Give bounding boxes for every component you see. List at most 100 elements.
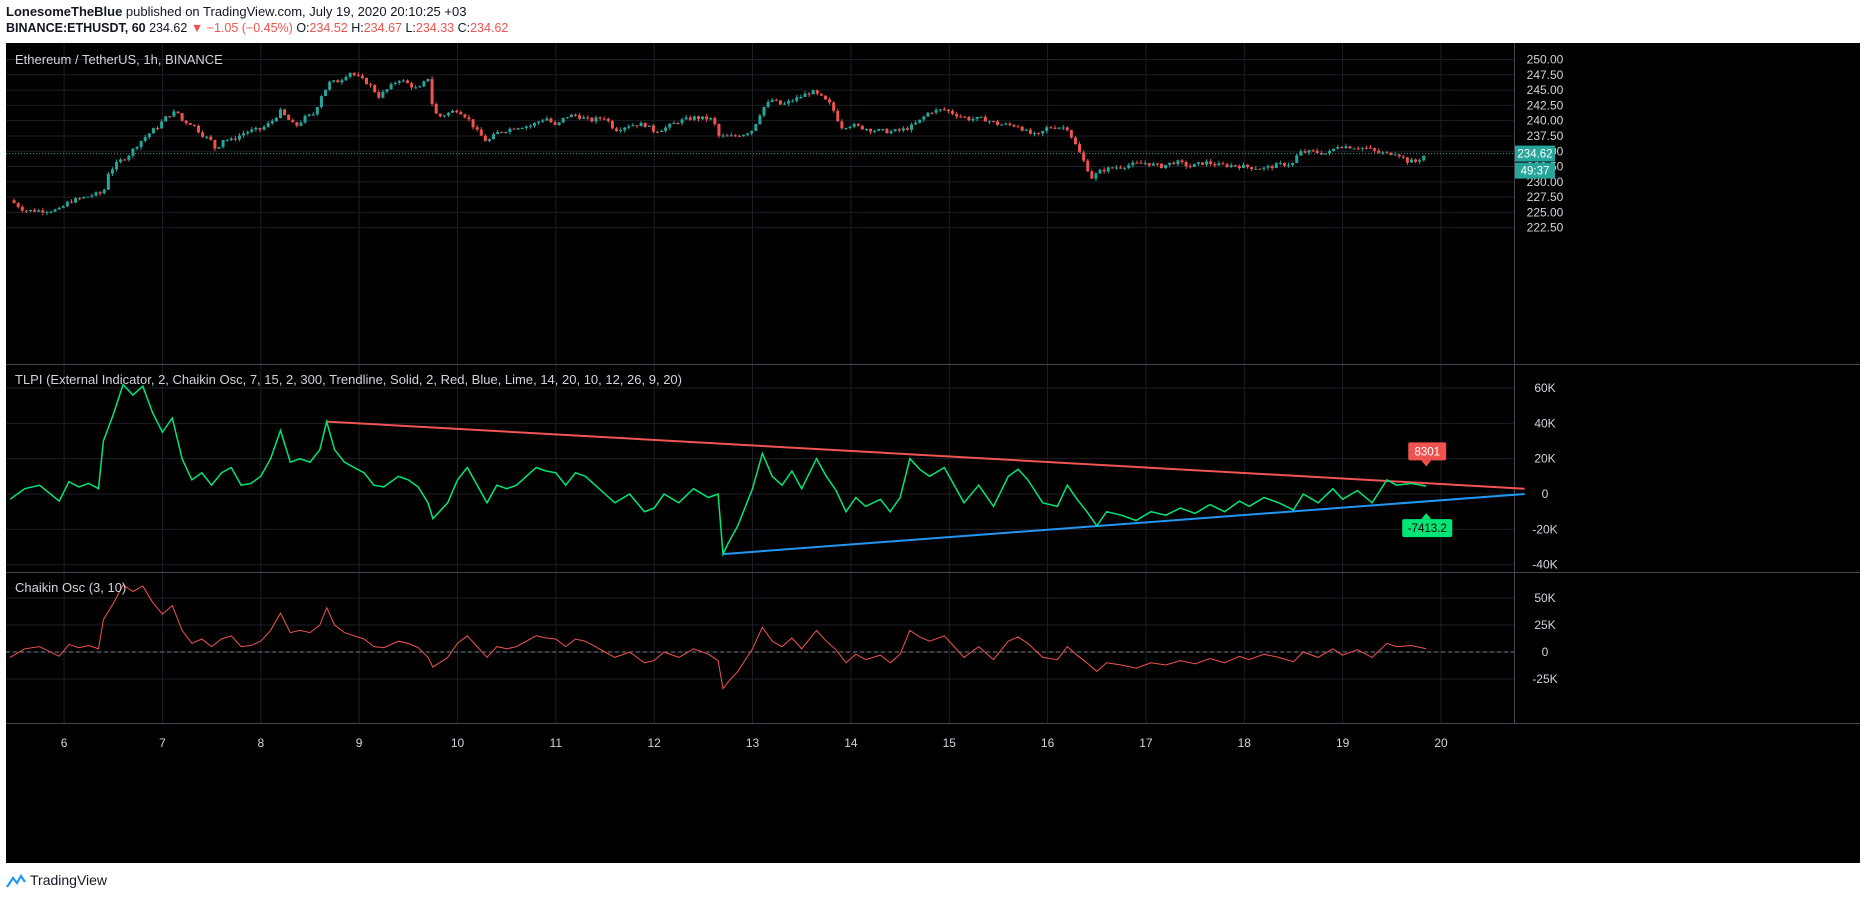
x-tick-label: 7 xyxy=(159,736,166,750)
candle-body xyxy=(1082,152,1086,161)
last-price-badge xyxy=(1515,145,1555,162)
x-tick-label: 15 xyxy=(943,736,957,750)
candle-body xyxy=(996,121,1000,125)
candle-body xyxy=(24,210,28,212)
candle-body xyxy=(1422,155,1426,161)
countdown-label: 49:37 xyxy=(1521,166,1550,178)
candle-body xyxy=(28,209,32,211)
chart-area[interactable]: 6 7 8 9 10 11 12 13 14 15 16 17 18 19 20 250.00 247.50 24… xyxy=(6,43,1860,863)
candle-body xyxy=(910,124,914,130)
candle-body xyxy=(1262,167,1266,169)
candle-body xyxy=(1229,165,1233,167)
author-name[interactable]: LonesomeTheBlue xyxy=(6,4,123,19)
candle-body xyxy=(721,135,725,137)
candle-body xyxy=(246,131,250,134)
candle-body xyxy=(1061,127,1065,129)
candle-body xyxy=(1385,152,1389,154)
candle-body xyxy=(1336,147,1340,149)
low-value: 234.33 xyxy=(415,21,455,35)
candle-body xyxy=(1024,129,1028,131)
candle-body xyxy=(893,129,897,132)
candle-body xyxy=(930,112,934,114)
candle-body xyxy=(819,93,823,96)
candle-body xyxy=(434,103,438,114)
candle-body xyxy=(82,196,86,199)
candle-body xyxy=(537,121,541,124)
candle-body xyxy=(299,122,303,126)
candle-body xyxy=(1356,148,1360,150)
candle-body xyxy=(426,78,430,82)
candle-body xyxy=(787,100,791,104)
footer-brand[interactable]: TradingView xyxy=(30,872,108,888)
candle-body xyxy=(389,83,393,90)
candle-body xyxy=(516,128,520,130)
candle-body xyxy=(955,113,959,117)
tlpi-tick-label: 20K xyxy=(1534,452,1555,466)
candle-body xyxy=(639,122,643,127)
candle-body xyxy=(176,111,180,114)
candle-body xyxy=(479,129,483,136)
candle-body xyxy=(106,173,110,190)
candle-body xyxy=(1328,150,1332,154)
candle-body xyxy=(619,130,623,132)
candle-body xyxy=(98,192,102,194)
candle-body xyxy=(1143,163,1147,165)
candle-body xyxy=(582,117,586,119)
chart-svg[interactable]: 6 7 8 9 10 11 12 13 14 15 16 17 18 19 20250.00247.5024… xyxy=(6,43,1860,863)
chaikin-tick-label: -25K xyxy=(1532,672,1557,686)
candle-body xyxy=(278,109,282,118)
candle-body xyxy=(1389,152,1393,156)
candle-body xyxy=(1246,164,1250,168)
price-tick-label: 250.00 xyxy=(1527,53,1564,67)
candle-body xyxy=(250,129,254,132)
candle-body xyxy=(881,129,885,131)
candle-body xyxy=(1221,163,1225,165)
low-label: L: xyxy=(405,21,416,35)
price-tick-label: 225.00 xyxy=(1527,205,1564,219)
candle-body xyxy=(664,127,668,131)
candle-body xyxy=(1041,130,1045,134)
candle-body xyxy=(1364,147,1368,149)
candle-body xyxy=(528,125,532,127)
candle-body xyxy=(1418,160,1422,162)
candle-body xyxy=(188,123,192,125)
candle-body xyxy=(1073,137,1077,145)
candle-body xyxy=(135,146,139,149)
candle-body xyxy=(37,210,41,212)
candle-body xyxy=(856,124,860,126)
candle-body xyxy=(709,118,713,120)
candle-body xyxy=(635,125,639,127)
candle-body xyxy=(1106,167,1110,172)
annotation-badge xyxy=(1408,442,1447,461)
candle-body xyxy=(201,132,205,137)
candle-body xyxy=(897,129,901,131)
candle-body xyxy=(110,169,114,174)
tlpi-tick-label: -40K xyxy=(1532,558,1557,572)
candle-body xyxy=(291,119,295,123)
candle-body xyxy=(451,110,455,113)
candle-body xyxy=(742,134,746,137)
candle-body xyxy=(405,80,409,84)
candle-body xyxy=(53,209,57,212)
candle-body xyxy=(873,130,877,132)
candle-body xyxy=(1377,150,1381,153)
candle-body xyxy=(946,109,950,112)
candle-body xyxy=(1254,168,1258,170)
price-tick-label: 247.50 xyxy=(1527,68,1564,82)
candle-body xyxy=(864,129,868,131)
candle-body xyxy=(504,131,508,133)
candle-body xyxy=(217,146,221,149)
candle-body xyxy=(668,123,672,128)
tlpi-tick-label: -20K xyxy=(1532,522,1557,536)
candle-body xyxy=(442,115,446,117)
candle-body xyxy=(74,198,78,203)
candle-body xyxy=(459,112,463,115)
candle-body xyxy=(1004,123,1008,125)
candle-body xyxy=(553,122,557,125)
high-value: 234.67 xyxy=(363,21,402,35)
candle-body xyxy=(1127,165,1131,168)
x-tick-label: 20 xyxy=(1434,736,1448,750)
candle-body xyxy=(684,117,688,120)
chaikin-series-line xyxy=(9,584,1427,690)
candle-body xyxy=(1032,132,1036,134)
